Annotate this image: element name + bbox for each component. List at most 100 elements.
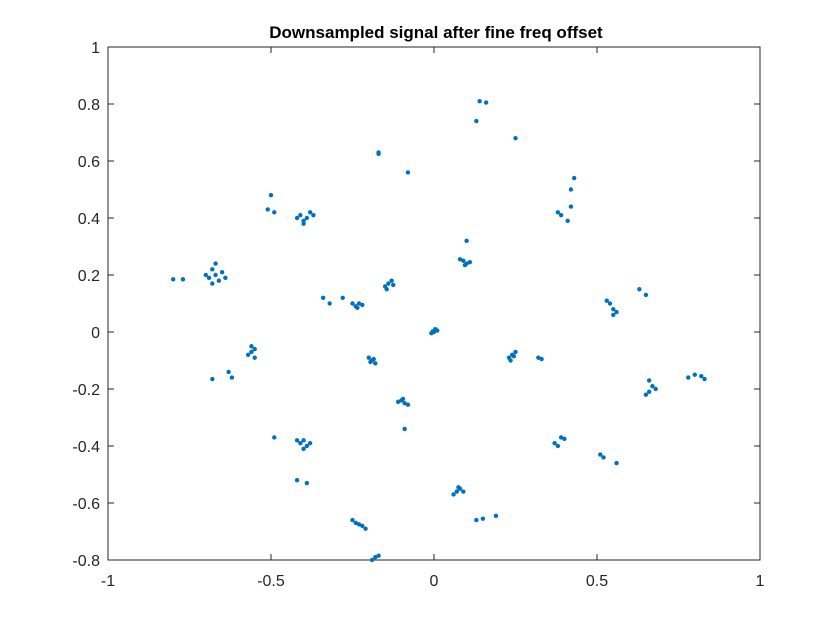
data-point — [467, 259, 473, 265]
data-point — [611, 307, 616, 312]
data-point — [249, 344, 254, 349]
data-point — [226, 369, 231, 375]
data-point — [686, 375, 691, 380]
x-tick-label: 1 — [756, 573, 765, 590]
data-point — [555, 443, 561, 449]
data-point — [366, 355, 371, 360]
data-point — [360, 523, 365, 528]
data-point — [513, 349, 518, 355]
data-point — [340, 295, 345, 300]
data-point — [493, 513, 499, 519]
data-point — [480, 516, 486, 521]
y-tick-label: 0 — [91, 325, 100, 342]
data-point — [350, 517, 355, 523]
y-tick-label: 0.4 — [78, 211, 100, 228]
data-point — [307, 440, 313, 446]
data-point — [171, 277, 176, 282]
data-point — [298, 212, 303, 218]
data-point — [294, 478, 300, 483]
data-point — [249, 349, 254, 355]
data-point — [464, 238, 469, 243]
data-point — [369, 557, 375, 563]
data-point — [210, 281, 215, 286]
x-tick-label: -0.5 — [257, 573, 285, 590]
plot-area — [107, 46, 761, 561]
data-point — [355, 305, 360, 310]
data-point — [555, 210, 561, 215]
data-point — [391, 282, 396, 288]
data-point — [363, 526, 368, 531]
data-point — [650, 383, 655, 389]
y-axis: -0.8 -0.6 -0.4 -0.2 0 0.2 0.4 0.6 0.8 1 — [72, 40, 760, 570]
data-point — [272, 210, 277, 215]
y-tick-label: 1 — [91, 40, 100, 57]
data-point — [304, 443, 310, 449]
data-point — [371, 356, 376, 362]
x-tick-label: 0.5 — [586, 573, 608, 590]
data-point — [400, 396, 406, 402]
data-point — [384, 287, 389, 292]
data-point — [301, 446, 306, 452]
data-point — [562, 436, 567, 442]
data-point — [702, 376, 707, 382]
data-point — [304, 215, 310, 221]
data-point — [601, 455, 606, 460]
data-point — [646, 389, 652, 395]
data-point — [245, 352, 251, 357]
data-point — [368, 359, 373, 365]
data-point — [614, 309, 619, 315]
data-point — [568, 204, 574, 209]
data-point — [223, 275, 228, 281]
data-points — [171, 98, 707, 563]
data-point — [462, 262, 468, 268]
data-point — [511, 354, 517, 359]
data-point — [643, 292, 649, 298]
y-tick-label: 0.6 — [78, 154, 100, 171]
y-tick-label: 0.2 — [78, 268, 100, 285]
y-tick-label: -0.6 — [72, 496, 100, 513]
data-point — [219, 269, 225, 275]
data-point — [210, 267, 215, 272]
data-point — [304, 480, 310, 486]
data-point — [294, 438, 300, 443]
data-point — [454, 489, 460, 494]
data-point — [327, 301, 332, 306]
data-point — [373, 361, 378, 366]
data-point — [483, 100, 489, 105]
data-point — [451, 492, 456, 497]
data-point — [272, 435, 277, 440]
data-point — [180, 277, 186, 282]
data-point — [210, 376, 215, 382]
data-point — [298, 440, 303, 446]
data-point — [477, 98, 482, 104]
data-point — [203, 272, 208, 278]
data-point — [376, 151, 381, 157]
x-tick-label: -1 — [101, 573, 115, 590]
data-point — [508, 358, 513, 363]
y-tick-label: -0.8 — [72, 553, 100, 570]
data-point — [539, 356, 544, 362]
data-point — [252, 355, 257, 360]
data-point — [307, 210, 313, 215]
data-point — [376, 553, 381, 558]
data-point — [598, 452, 603, 457]
data-point — [216, 278, 222, 283]
data-point — [558, 212, 564, 218]
data-point — [637, 287, 642, 292]
data-point — [565, 218, 570, 224]
data-point — [350, 301, 355, 306]
data-point — [643, 392, 649, 397]
data-point — [692, 372, 697, 377]
data-point — [405, 170, 411, 175]
data-point — [405, 402, 411, 407]
data-point — [611, 312, 616, 318]
chart-title: Downsampled signal after fine freq offse… — [269, 23, 603, 42]
y-tick-label: -0.2 — [72, 382, 100, 399]
data-point — [213, 272, 218, 278]
data-point — [268, 193, 274, 198]
data-point — [456, 485, 461, 490]
data-point — [461, 489, 466, 494]
data-point — [301, 221, 306, 226]
data-point — [571, 175, 577, 181]
